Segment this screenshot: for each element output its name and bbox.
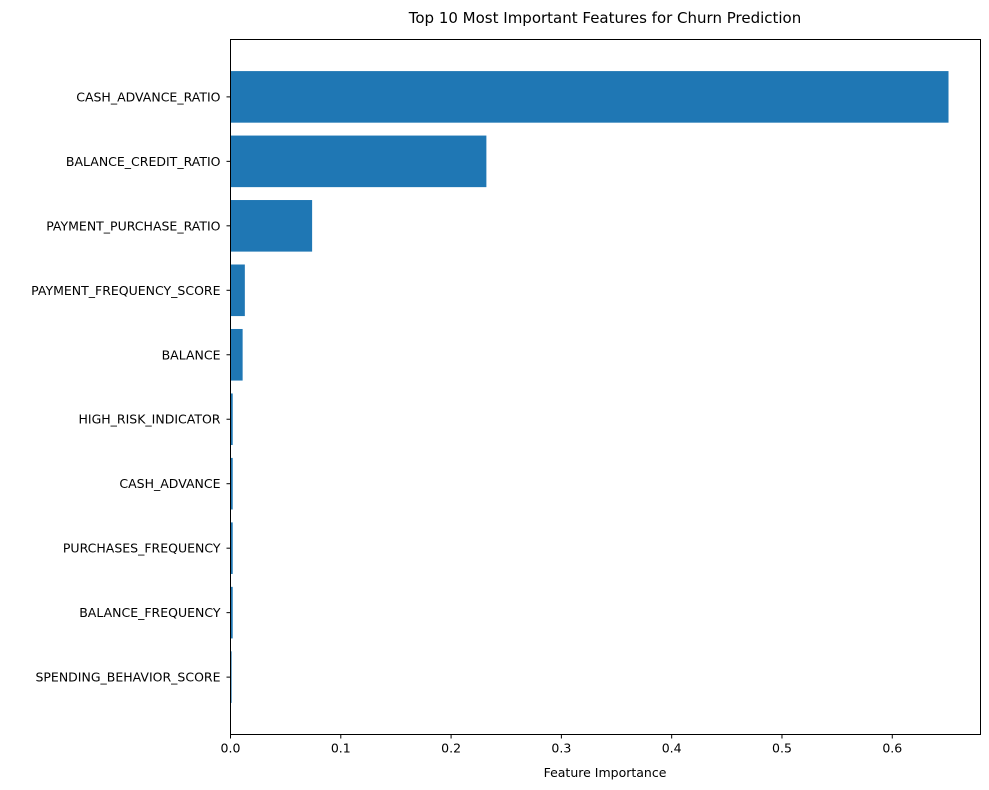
bar-cash-advance-ratio bbox=[230, 71, 949, 123]
x-tick-label: 0.1 bbox=[331, 741, 351, 756]
y-tick-label: HIGH_RISK_INDICATOR bbox=[79, 412, 221, 427]
bar-balance-frequency bbox=[230, 586, 233, 639]
x-axis-label: Feature Importance bbox=[544, 765, 667, 780]
x-tick-label: 0.4 bbox=[662, 741, 682, 756]
chart-title: Top 10 Most Important Features for Churn… bbox=[408, 9, 802, 27]
y-axis-ticks: CASH_ADVANCE_RATIO BALANCE_CREDIT_RATIO PA… bbox=[31, 89, 231, 685]
bar-payment-frequency-score bbox=[230, 264, 245, 317]
bar-balance-credit-ratio bbox=[230, 135, 487, 188]
y-tick-label: BALANCE_FREQUENCY bbox=[79, 605, 221, 620]
y-tick-label: CASH_ADVANCE bbox=[119, 476, 220, 491]
bars-group bbox=[230, 71, 949, 703]
y-tick-label: CASH_ADVANCE_RATIO bbox=[76, 89, 220, 104]
y-tick-label: SPENDING_BEHAVIOR_SCORE bbox=[35, 670, 220, 685]
y-tick-label: PURCHASES_FREQUENCY bbox=[63, 541, 221, 556]
y-tick-label: PAYMENT_FREQUENCY_SCORE bbox=[31, 283, 220, 298]
bar-balance bbox=[230, 328, 243, 381]
bar-purchases-frequency bbox=[230, 522, 233, 574]
bar-high-risk-indicator bbox=[230, 393, 233, 446]
y-tick-label: BALANCE bbox=[162, 347, 221, 362]
x-tick-label: 0.2 bbox=[441, 741, 461, 756]
x-tick-label: 0.3 bbox=[551, 741, 571, 756]
plot-area-frame bbox=[230, 39, 981, 735]
bar-spending-behavior-score bbox=[230, 651, 232, 703]
y-tick-label: BALANCE_CREDIT_RATIO bbox=[66, 154, 221, 169]
bar-payment-purchase-ratio bbox=[230, 200, 313, 252]
x-tick-label: 0.5 bbox=[772, 741, 792, 756]
x-tick-label: 0.6 bbox=[882, 741, 902, 756]
x-tick-label: 0.0 bbox=[221, 741, 241, 756]
y-tick-label: PAYMENT_PURCHASE_RATIO bbox=[46, 218, 220, 233]
bar-cash-advance bbox=[230, 457, 233, 510]
x-axis-ticks: 0.0 0.1 0.2 0.3 0.4 0.5 0.6 bbox=[221, 734, 902, 756]
